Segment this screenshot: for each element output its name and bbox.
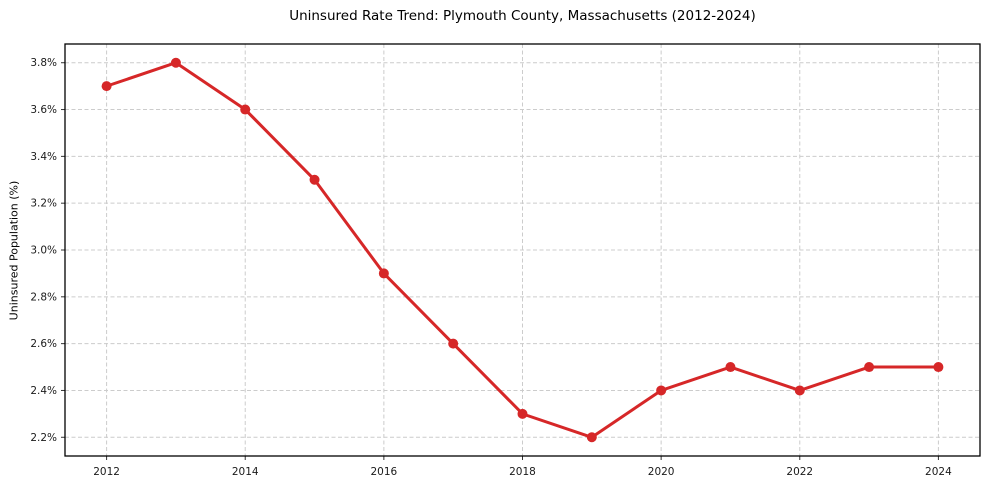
plot-frame	[64, 43, 981, 457]
x-tick-label: 2024	[925, 466, 952, 478]
x-tick-label: 2016	[370, 466, 397, 478]
y-tick-label: 2.8%	[30, 291, 57, 303]
data-point	[725, 362, 736, 373]
data-point	[794, 385, 805, 396]
y-tick-label: 3.2%	[30, 198, 57, 210]
data-point	[101, 81, 112, 92]
data-point	[309, 174, 320, 185]
x-tick-label: 2014	[232, 466, 259, 478]
data-point	[240, 104, 251, 115]
y-tick-label: 3.4%	[30, 151, 57, 163]
x-tick-label: 2020	[648, 466, 675, 478]
data-point	[933, 362, 944, 373]
data-point	[586, 432, 597, 443]
data-point	[864, 362, 875, 373]
data-point	[517, 408, 528, 419]
y-tick-label: 2.4%	[30, 385, 57, 397]
data-point	[170, 57, 181, 68]
x-tick-label: 2022	[786, 466, 813, 478]
y-tick-label: 3.6%	[30, 104, 57, 116]
y-tick-label: 2.6%	[30, 338, 57, 350]
y-tick-label: 3.0%	[30, 245, 57, 257]
x-tick-label: 2012	[93, 466, 120, 478]
chart-title: Uninsured Rate Trend: Plymouth County, M…	[289, 8, 756, 24]
x-tick-label: 2018	[509, 466, 536, 478]
data-point	[656, 385, 667, 396]
data-point	[378, 268, 389, 279]
y-tick-label: 2.2%	[30, 432, 57, 444]
data-point	[448, 338, 459, 349]
y-tick-label: 3.8%	[30, 57, 57, 69]
